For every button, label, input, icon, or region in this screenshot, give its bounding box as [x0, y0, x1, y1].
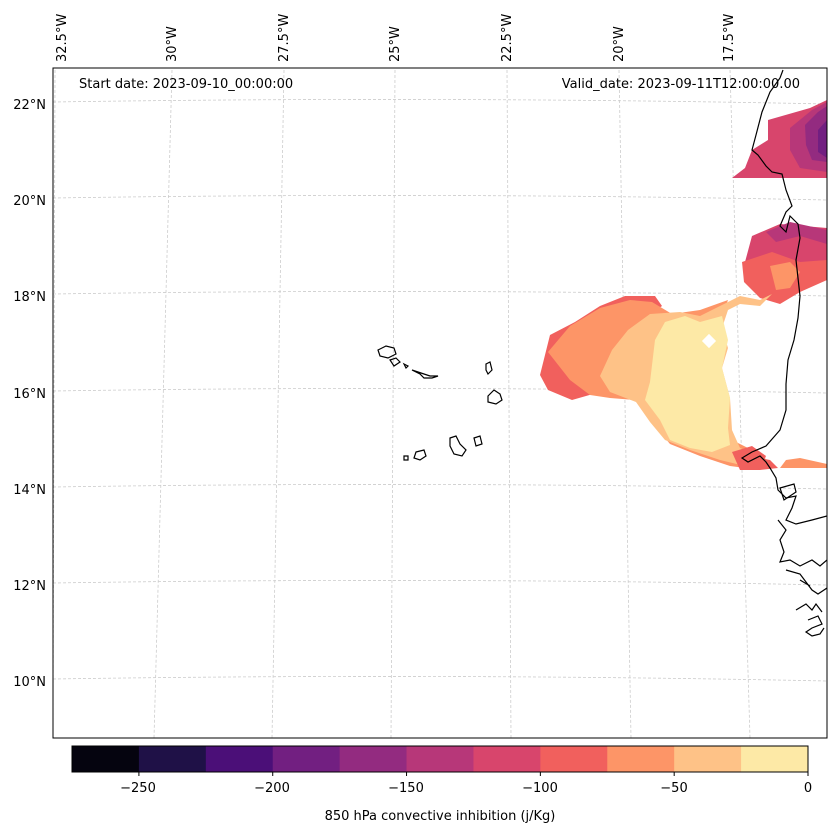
lon-label-27-5w: 27.5°W	[277, 13, 292, 62]
coast-gambia	[779, 483, 797, 501]
lat-label-10n: 10°N	[13, 675, 46, 690]
island-maio	[473, 435, 483, 447]
lon-label-30w: 30°W	[165, 26, 180, 62]
coast-guinea	[785, 569, 827, 637]
island-santo-antao	[377, 345, 397, 359]
cin-patch-north-core	[818, 120, 827, 158]
colorbar-tick-label: −150	[388, 781, 424, 796]
lon-label-17-5w: 17.5°W	[722, 13, 737, 62]
colorbar-swatch	[339, 746, 408, 772]
colorbar-swatch	[272, 746, 341, 772]
colorbar-tick-label: −50	[660, 781, 688, 796]
start-date-label: Start date: 2023-09-10_00:00:00	[79, 77, 294, 92]
island-santa-luzia	[402, 362, 410, 370]
colorbar-tick-label: −100	[522, 781, 558, 796]
colorbar-title: 850 hPa convective inhibition (j/Kg)	[324, 809, 556, 824]
colorbar-swatch	[406, 746, 474, 772]
colorbar-tick-label: −200	[254, 781, 290, 796]
lon-label-32-5w: 32.5°W	[55, 13, 70, 62]
lat-label-18n: 18°N	[13, 290, 46, 305]
cin-patch-mid-core	[770, 262, 800, 290]
island-sao-vicente	[389, 357, 401, 367]
colorbar-swatch	[205, 746, 274, 772]
colorbar-tick-label: 0	[803, 781, 813, 796]
gridlines-latitude	[53, 99, 827, 682]
lat-label-14n: 14°N	[13, 483, 46, 498]
island-boa-vista	[487, 389, 503, 405]
lon-label-20w: 20°W	[612, 26, 627, 62]
colorbar-swatch	[72, 746, 140, 772]
colorbar-swatch	[607, 746, 675, 772]
island-sao-nicolau	[411, 369, 439, 379]
cin-patch-south-b	[780, 458, 827, 468]
lat-label-22n: 22°N	[13, 98, 46, 113]
valid-date-label: Valid_date: 2023-09-11T12:00:00.00	[561, 77, 800, 92]
cin-patch-south-c	[748, 456, 778, 470]
map-plot-area	[52, 67, 828, 739]
lat-label-12n: 12°N	[13, 579, 46, 594]
cin-gap	[701, 333, 717, 349]
island-brava	[403, 455, 409, 461]
colorbar-swatch	[138, 746, 207, 772]
lat-label-20n: 20°N	[13, 194, 46, 209]
gridlines-longitude	[53, 69, 751, 738]
cin-contours	[540, 100, 827, 470]
colorbar-swatch	[741, 746, 809, 772]
colorbar-tick-label: −250	[120, 781, 156, 796]
colorbar-swatch	[540, 746, 608, 772]
colorbar	[71, 745, 809, 776]
colorbar-swatch	[473, 746, 541, 772]
lon-label-25w: 25°W	[388, 26, 403, 62]
colorbar-swatch	[674, 746, 742, 772]
island-santiago	[449, 435, 467, 457]
lon-label-22-5w: 22.5°W	[500, 13, 515, 62]
island-sal	[485, 361, 493, 376]
colorbar-border	[71, 745, 809, 773]
island-fogo	[413, 449, 427, 461]
lat-label-16n: 16°N	[13, 387, 46, 402]
map-border	[52, 67, 828, 739]
coast-west-africa	[740, 69, 827, 525]
cin-patch-main-pale	[645, 316, 730, 452]
coast-guinea-bissau	[777, 519, 827, 567]
coastlines	[377, 69, 827, 637]
